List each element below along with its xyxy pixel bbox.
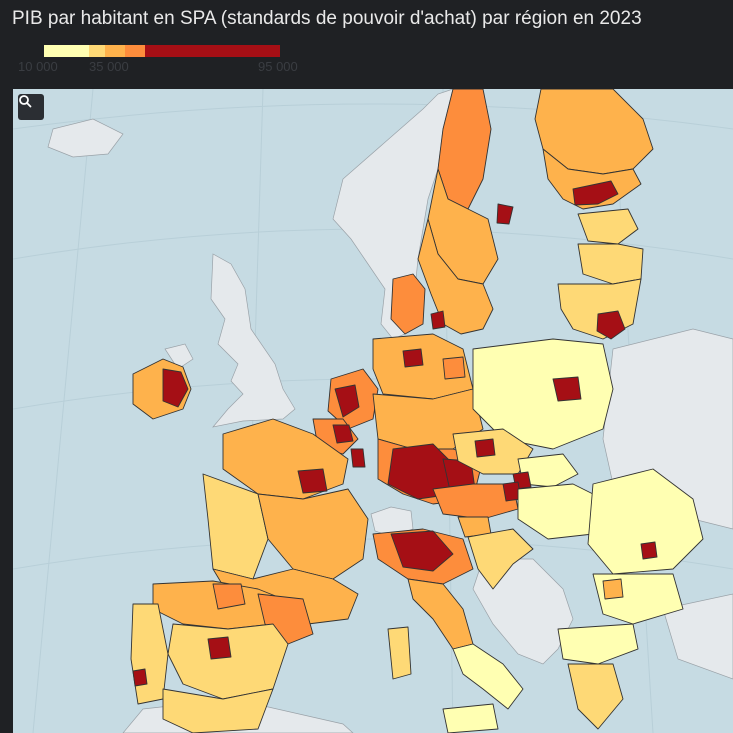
region-latvia xyxy=(577,243,644,285)
region-hamburg xyxy=(402,348,424,368)
legend-tick-mid: 35 000 xyxy=(89,59,129,74)
region-lisbon xyxy=(132,668,148,687)
region-romania xyxy=(587,468,704,575)
iceland xyxy=(47,118,124,158)
region-berlin xyxy=(442,356,466,380)
region-denmark xyxy=(390,273,426,335)
legend-swatch-4 xyxy=(125,45,145,57)
region-paris xyxy=(297,468,328,494)
region-catalonia xyxy=(257,593,314,645)
region-brussels xyxy=(332,424,354,444)
legend-swatch-5 xyxy=(145,45,280,57)
region-sardinia xyxy=(387,626,412,680)
legend-color-bar xyxy=(44,45,280,57)
region-vilnius xyxy=(596,310,626,340)
region-estonia xyxy=(577,208,639,245)
region-poland xyxy=(472,338,614,450)
region-warsaw xyxy=(552,376,582,402)
legend-swatch-1 xyxy=(44,45,89,57)
region-milan xyxy=(390,530,454,572)
legend-swatch-3 xyxy=(105,45,125,57)
region-sicily xyxy=(442,703,499,733)
region-andalusia xyxy=(162,688,274,733)
region-portugal xyxy=(130,603,169,705)
legend-tick-max: 95 000 xyxy=(258,59,298,74)
map-panel[interactable] xyxy=(13,89,733,733)
region-italy-south xyxy=(452,643,524,710)
region-croatia xyxy=(467,528,534,590)
color-legend: 10 000 35 000 95 000 xyxy=(18,43,318,75)
region-greece-south xyxy=(567,663,624,730)
region-greece-north xyxy=(557,623,639,665)
region-sweden-south xyxy=(417,218,494,335)
legend-swatch-2 xyxy=(89,45,105,57)
switzerland xyxy=(370,506,414,538)
region-luxembourg xyxy=(350,448,366,468)
region-bucharest xyxy=(640,541,658,560)
northern-ireland xyxy=(164,343,194,370)
legend-tick-min: 10 000 xyxy=(18,59,58,74)
region-italy-central xyxy=(407,578,474,650)
search-button[interactable] xyxy=(18,94,44,120)
turkey xyxy=(662,593,733,680)
region-sofia xyxy=(602,578,624,600)
region-france-east xyxy=(257,488,369,580)
search-icon xyxy=(19,95,32,108)
region-madrid xyxy=(207,636,232,660)
eu-regions[interactable] xyxy=(130,89,704,733)
balkans xyxy=(472,558,574,665)
frame-edge xyxy=(0,89,13,733)
chart-title: PIB par habitant en SPA (standards de po… xyxy=(12,8,642,29)
region-helsinki xyxy=(572,180,619,206)
region-copenhagen xyxy=(430,310,446,330)
great-britain xyxy=(210,253,296,428)
region-spain-central xyxy=(167,623,289,700)
region-prague xyxy=(474,438,496,458)
region-amsterdam xyxy=(334,384,360,418)
region-stockholm xyxy=(496,203,514,225)
region-dublin xyxy=(162,368,189,408)
europe-map[interactable] xyxy=(13,89,733,733)
region-basque xyxy=(212,583,246,610)
